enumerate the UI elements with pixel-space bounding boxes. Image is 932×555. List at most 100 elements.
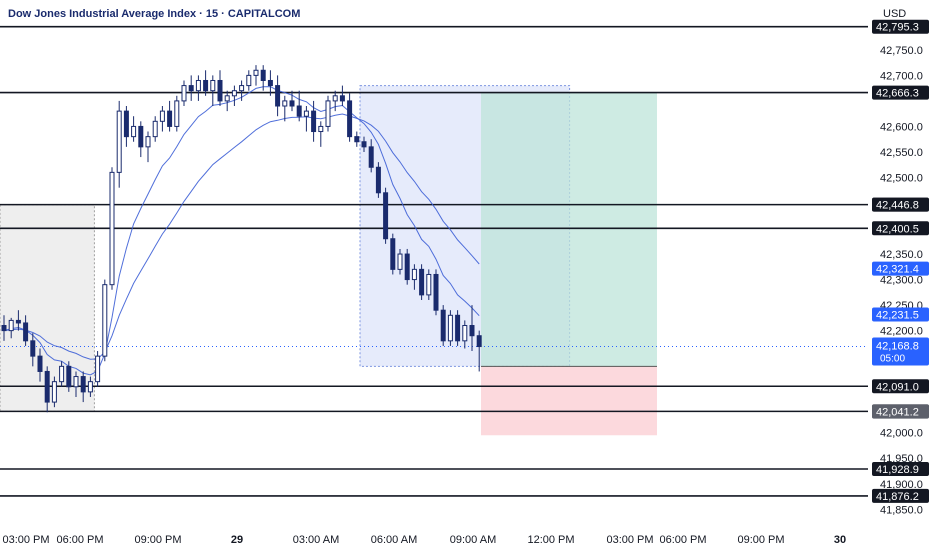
candlestick — [339, 85, 345, 107]
price-tag-box — [872, 19, 929, 34]
price-axis-tick: 42,000.0 — [880, 428, 923, 440]
candlestick — [311, 100, 317, 142]
candle-body — [15, 319, 21, 324]
candle-body — [426, 273, 432, 296]
candlestick — [73, 371, 79, 397]
candle-body — [383, 192, 389, 240]
candle-body — [411, 268, 417, 281]
candle-body — [419, 268, 425, 296]
price-axis-tick: 42,550.0 — [880, 147, 923, 159]
candle-body — [116, 110, 122, 173]
candle-body — [267, 79, 273, 87]
candle-body — [181, 85, 187, 102]
price-tag-box — [872, 462, 929, 477]
current-price-value: 42,168.8 — [876, 341, 919, 353]
candle-body — [224, 95, 230, 102]
candle-body — [203, 79, 209, 92]
candle-body — [433, 273, 439, 311]
candlestick — [138, 121, 144, 158]
time-axis-tick: 29 — [231, 534, 243, 546]
candlestick — [59, 361, 65, 387]
candle-body — [23, 322, 29, 342]
candle-body — [145, 136, 151, 148]
candlestick — [87, 376, 93, 397]
candle-body — [131, 125, 137, 138]
candlestick — [253, 65, 259, 86]
candle-body — [318, 125, 324, 133]
candle-body — [217, 79, 223, 102]
price-tag-box — [872, 221, 929, 236]
candlestick — [347, 93, 353, 142]
long-position-target-zone — [481, 92, 657, 367]
candlestick — [174, 95, 180, 132]
price-tag-label: 42,231.5 — [876, 310, 919, 322]
candle-body — [138, 125, 144, 148]
candlestick — [116, 100, 122, 188]
candle-body — [188, 85, 194, 92]
candle-body — [275, 85, 281, 107]
candlestick — [51, 376, 57, 408]
price-axis-tick: 42,600.0 — [880, 121, 923, 133]
chart-title: Dow Jones Industrial Average Index · 15 … — [8, 8, 300, 20]
time-axis-tick: 30 — [834, 534, 846, 546]
candle-body — [354, 136, 360, 143]
price-tag-label: 42,091.0 — [876, 381, 919, 393]
candlestick — [433, 269, 439, 316]
price-tag-label: 42,666.3 — [876, 88, 919, 100]
candle-body — [253, 69, 259, 76]
candlestick — [123, 106, 129, 147]
price-axis-tick: 42,300.0 — [880, 275, 923, 287]
candle-body — [462, 325, 468, 342]
candlestick — [440, 305, 446, 346]
candle-body — [404, 253, 410, 281]
candle-body — [296, 105, 302, 117]
candle-body — [95, 355, 101, 383]
candle-body — [397, 253, 403, 270]
candle-body — [66, 365, 72, 388]
price-tag: 42,231.5 — [872, 307, 929, 322]
candle-body — [123, 110, 129, 138]
candlestick — [426, 269, 432, 300]
price-tag-label: 42,400.5 — [876, 223, 919, 235]
time-axis-tick: 09:00 PM — [737, 534, 784, 546]
price-tag: 42,446.8 — [872, 197, 929, 212]
candlestick — [455, 310, 461, 346]
candlestick — [152, 116, 158, 142]
current-price-tag: 42,168.805:00 — [872, 337, 929, 366]
candlestick — [23, 315, 29, 346]
candlestick — [131, 116, 137, 142]
price-tag: 41,876.2 — [872, 488, 929, 503]
candlestick — [30, 333, 36, 367]
price-tag-box — [872, 404, 929, 419]
candlestick — [404, 248, 410, 285]
price-tag: 42,091.0 — [872, 379, 929, 394]
time-axis-tick: 09:00 PM — [134, 534, 181, 546]
candle-body — [80, 376, 86, 393]
candle-body — [325, 100, 331, 127]
candle-body — [8, 319, 14, 332]
candlestick — [282, 95, 288, 122]
price-tag: 42,321.4 — [872, 261, 929, 276]
price-axis-tick: 42,350.0 — [880, 249, 923, 261]
price-axis-tick: 42,500.0 — [880, 172, 923, 184]
candlestick — [210, 75, 216, 107]
candlestick — [289, 90, 295, 112]
candle-body — [469, 325, 475, 337]
candle-body — [87, 381, 93, 393]
candlestick — [476, 330, 482, 372]
candlestick — [354, 131, 360, 147]
candlestick — [224, 90, 230, 112]
candlestick — [419, 264, 425, 300]
candle-body — [102, 284, 108, 357]
candlestick — [318, 121, 324, 147]
candle-body — [73, 376, 79, 388]
candlestick — [15, 310, 21, 331]
price-tag: 41,928.9 — [872, 462, 929, 477]
candle-body — [44, 370, 50, 403]
candlestick — [361, 136, 367, 152]
candlestick — [368, 139, 374, 173]
candlestick — [37, 348, 43, 382]
price-tag: 42,666.3 — [872, 85, 929, 100]
